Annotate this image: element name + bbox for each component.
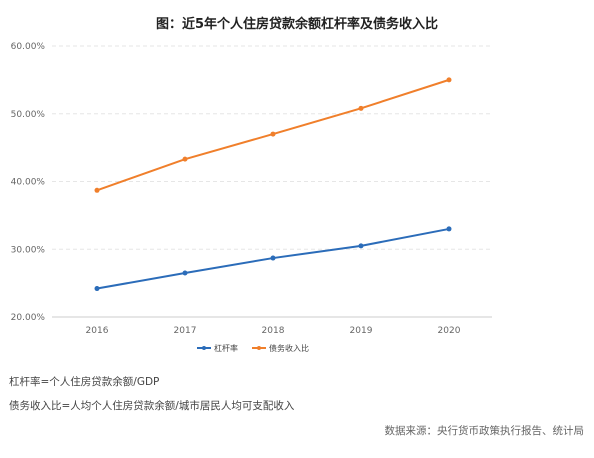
data-point [270, 255, 276, 261]
x-tick-label: 2020 [438, 326, 461, 336]
series-lines [94, 77, 452, 292]
y-tick-label: 30.00% [11, 245, 46, 255]
x-tick-label: 2017 [174, 326, 197, 336]
data-source: 数据来源：央行货币政策执行报告、统计局 [384, 425, 585, 437]
line-chart: 20.00%30.00%40.00%50.00%60.00% 2016 2017 2… [11, 42, 492, 353]
data-point [270, 131, 276, 137]
legend-marker [257, 346, 261, 350]
y-tick-label: 60.00% [11, 42, 46, 52]
data-point [446, 226, 452, 232]
y-tick-label: 50.00% [11, 110, 46, 120]
data-point [182, 270, 188, 276]
x-tick-label: 2018 [262, 326, 285, 336]
gridlines [52, 45, 492, 250]
chart-title: 图：近5年个人住房贷款余额杠杆率及债务收入比 [155, 17, 439, 32]
data-point [182, 156, 188, 162]
x-tick-label: 2016 [86, 326, 109, 336]
x-tick-label: 2019 [350, 326, 373, 336]
data-point [358, 243, 364, 249]
debt-income-definition: 债务收入比=人均个人住房贷款余额/城市居民人均可支配收入 [9, 400, 295, 412]
data-point [94, 286, 100, 292]
y-tick-label: 20.00% [11, 313, 46, 323]
y-axis-ticks: 20.00% 30.00% 40.00% 50.00% 60.00% [11, 42, 46, 323]
y-tick-label: 40.00% [11, 178, 46, 188]
legend-label: 债务收入比 [269, 343, 309, 353]
legend-label: 杠杆率 [214, 343, 238, 353]
data-point [446, 77, 452, 83]
legend: 杠杆率 债务收入比 [197, 343, 309, 353]
data-point [94, 187, 100, 193]
data-point [358, 105, 364, 111]
legend-marker [202, 346, 206, 350]
x-axis-ticks: 2016 2017 2018 2019 2020 [86, 326, 461, 336]
leverage-definition: 杠杆率=个人住房贷款余额/GDP [9, 376, 160, 388]
